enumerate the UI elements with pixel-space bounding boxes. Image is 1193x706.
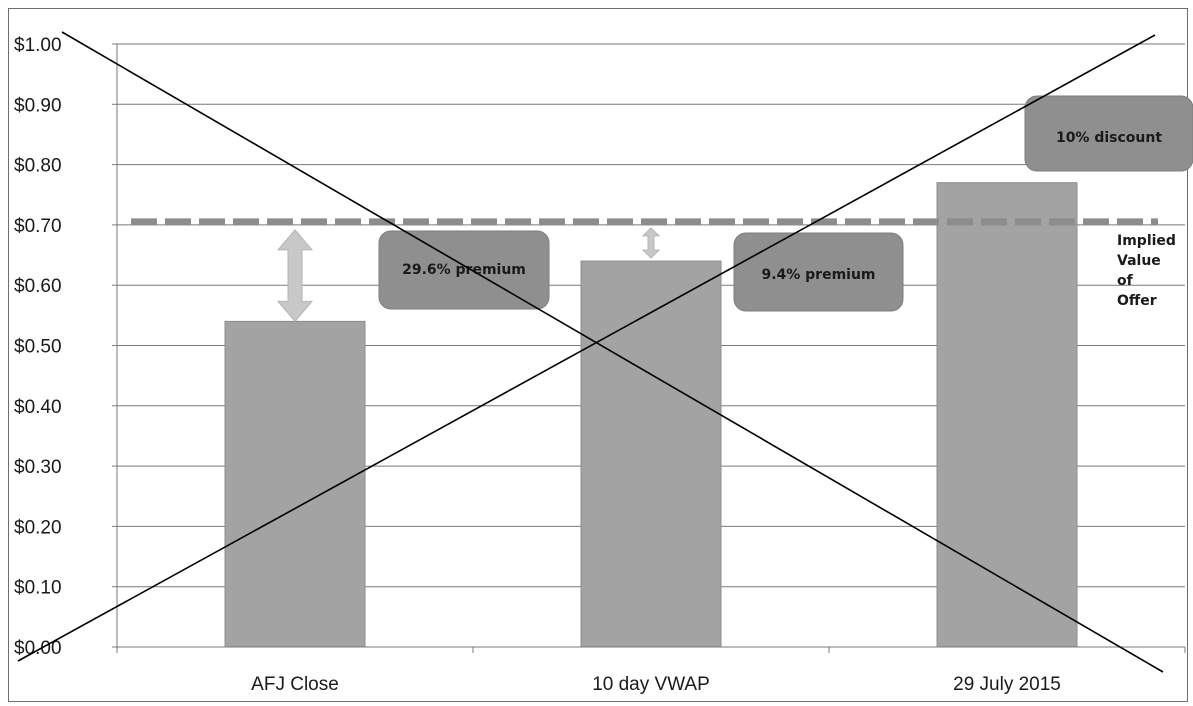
y-tick-label: $0.70 [14, 216, 62, 237]
reference-label: Implied [1117, 233, 1176, 249]
strike-line [61, 31, 1164, 673]
y-tick-label: $0.60 [14, 276, 62, 297]
bar [224, 320, 366, 648]
callout-label: 9.4% premium [761, 267, 875, 283]
premium-arrow [641, 227, 661, 259]
y-tick-label: $0.50 [14, 337, 62, 358]
bar [936, 182, 1078, 648]
premium-arrow [276, 229, 314, 323]
chart-frame [8, 8, 1188, 702]
y-tick-label: $1.00 [14, 35, 62, 56]
y-tick-label: $0.80 [14, 156, 62, 177]
reference-label: Offer [1117, 293, 1157, 309]
y-tick-label: $0.10 [14, 578, 62, 599]
y-tick-label: $0.20 [14, 517, 62, 538]
bar [580, 260, 722, 648]
y-tick-label: $0.30 [14, 457, 62, 478]
callout-box [1024, 95, 1193, 172]
y-tick-label: $0.90 [14, 95, 62, 116]
reference-label: Value [1117, 253, 1161, 269]
callout-box [733, 232, 904, 312]
reference-label: of [1117, 273, 1134, 289]
x-tick-label: 10 day VWAP [592, 674, 710, 695]
callout-label: 29.6% premium [402, 262, 526, 278]
y-tick-label: $0.40 [14, 397, 62, 418]
x-tick-label: AFJ Close [251, 674, 339, 695]
x-tick-label: 29 July 2015 [953, 674, 1061, 695]
callout-label: 10% discount [1056, 130, 1162, 146]
strike-line [17, 34, 1156, 662]
